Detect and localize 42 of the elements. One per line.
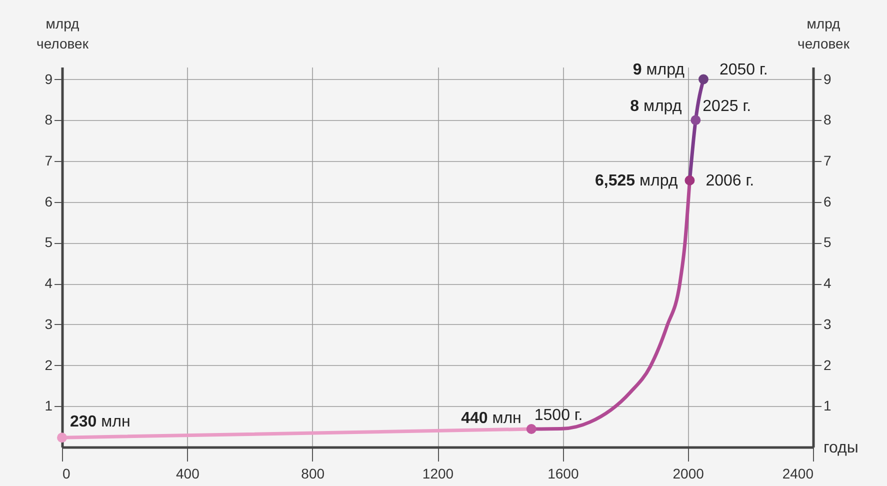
x-tick-label: 1600: [548, 466, 579, 482]
y2-tick-label: 4: [824, 275, 832, 292]
y2-axis-title: млрд человек: [798, 16, 850, 52]
y-tick-label: 1: [44, 398, 53, 414]
point: [57, 432, 67, 443]
x-tick-label: 0: [62, 466, 70, 482]
point: [698, 74, 708, 84]
x-tick-label: 2000: [672, 466, 704, 482]
y-tick-label: 2: [44, 356, 53, 373]
annotation: 230 млн: [70, 414, 130, 431]
y-tick-label: 8: [44, 112, 53, 128]
y-tick-label: 5: [44, 234, 53, 250]
x-tick-label: 1200: [422, 466, 454, 482]
point: [526, 424, 536, 434]
y-tick-label: 7: [44, 152, 53, 168]
y2-tick-label: 1: [824, 398, 832, 414]
annotation: 440 млн: [461, 410, 522, 428]
y2-tick-label: 7: [824, 152, 832, 168]
y2-tick-label: 2: [824, 356, 832, 373]
annotation: 1500 г.: [534, 407, 583, 424]
annotation: 2050 г.: [719, 61, 768, 78]
annotation: 2025 г.: [702, 98, 752, 116]
y2-tick-label: 9: [824, 70, 832, 87]
y2-tick-label: 3: [824, 316, 832, 332]
x-axis-title: годы: [824, 440, 858, 456]
y-tick-label: 4: [44, 275, 53, 292]
point: [690, 115, 701, 126]
x-tick-label: 2400: [782, 466, 814, 482]
y-axis-title: млрд человек: [36, 16, 90, 52]
y-tick-label: 3: [44, 316, 53, 332]
annotation: 2006 г.: [706, 172, 754, 190]
annotation: 8 млрд: [630, 98, 682, 116]
y-tick-label: 6: [44, 193, 53, 210]
annotation: 9 млрд: [632, 61, 686, 78]
x-tick-label: 800: [301, 466, 325, 482]
point: [684, 175, 695, 186]
y2-tick-label: 6: [824, 193, 832, 210]
y2-tick-label: 5: [824, 234, 832, 250]
x-tick-label: 400: [176, 466, 200, 482]
y-tick-label: 9: [44, 70, 53, 87]
y2-tick-label: 8: [824, 112, 832, 128]
annotation: 6,525 млрд: [595, 172, 678, 190]
